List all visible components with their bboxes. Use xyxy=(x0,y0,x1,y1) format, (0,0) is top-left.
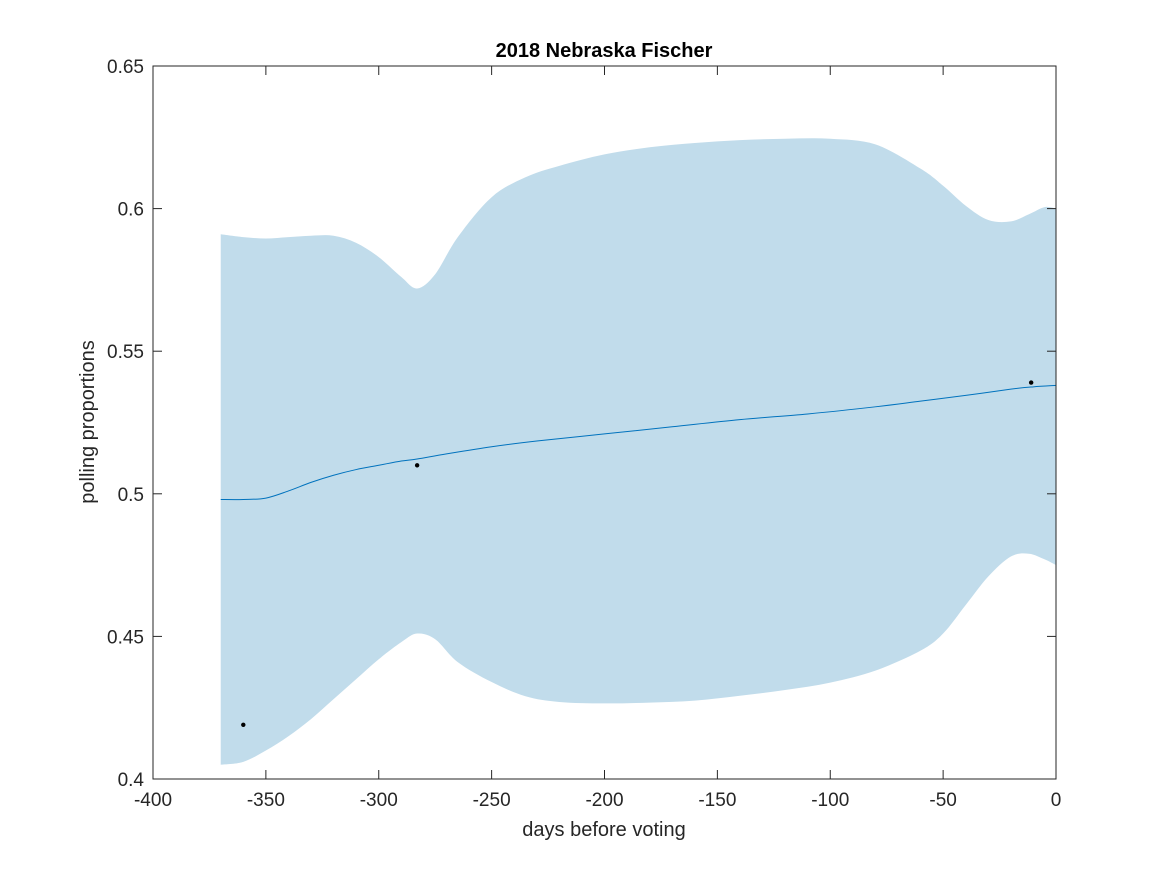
trend-line-layer xyxy=(220,384,1057,501)
data-point xyxy=(414,463,420,468)
chart-title: 2018 Nebraska Fischer xyxy=(496,40,713,62)
x-tick-label: -350 xyxy=(247,790,285,811)
y-tick-label: 0.65 xyxy=(107,57,144,78)
x-tick-label: 0 xyxy=(1051,790,1062,811)
y-tick-label: 0.4 xyxy=(118,770,145,791)
y-axis: 0.4 0.45 0.5 0.55 0.6 0.65 xyxy=(107,57,1056,791)
x-tick-label: -200 xyxy=(585,790,623,811)
x-tick-label: -50 xyxy=(929,790,956,811)
x-tick-label: -300 xyxy=(360,790,398,811)
x-axis: -400 -350 -300 -250 -200 -150 -100 -50 0 xyxy=(134,66,1061,811)
y-tick-label: 0.5 xyxy=(118,485,144,506)
data-point xyxy=(1028,380,1034,385)
confidence-band-layer xyxy=(220,138,1057,765)
x-tick-label: -100 xyxy=(811,790,849,811)
x-tick-label: -250 xyxy=(473,790,511,811)
x-tick-label: -400 xyxy=(134,790,172,811)
trend-line xyxy=(220,384,1057,501)
data-point xyxy=(241,722,246,728)
y-tick-label: 0.45 xyxy=(107,627,144,648)
x-axis-title: days before voting xyxy=(522,819,685,841)
data-points-layer xyxy=(241,380,1034,728)
y-axis-title: polling proportions xyxy=(77,340,99,503)
y-tick-label: 0.55 xyxy=(107,342,144,363)
y-tick-label: 0.6 xyxy=(118,200,144,221)
x-tick-label: -150 xyxy=(698,790,736,811)
confidence-band xyxy=(220,138,1057,765)
